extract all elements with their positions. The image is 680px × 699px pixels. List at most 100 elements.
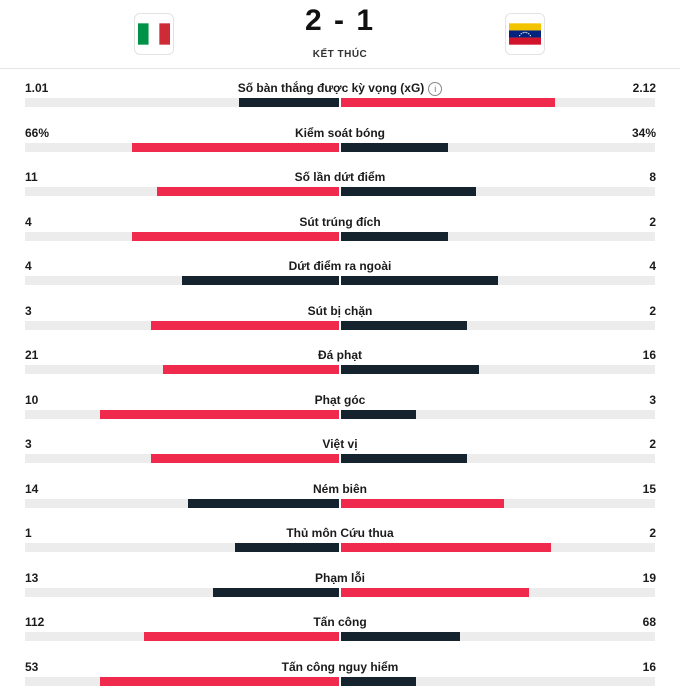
stat-home-bar-track [25, 187, 339, 196]
stat-away-value: 34% [631, 125, 656, 140]
stat-home-value: 1 [25, 526, 32, 540]
stat-home-value: 1.01 [25, 81, 49, 95]
stat-label: Ném biên [0, 482, 680, 496]
stat-home-bar [131, 231, 339, 241]
stat-home-bar [100, 409, 339, 419]
stat-row: 14 Ném biên 15 [0, 470, 680, 515]
stat-row: 21 Đá phạt 16 [0, 336, 680, 381]
stat-label: Đá phạt [0, 348, 680, 362]
stat-label: Việt vị [0, 437, 680, 451]
stat-home-value: 10 [25, 392, 39, 407]
stat-label: Số lần dứt điểm [0, 170, 680, 184]
stat-home-value: 3 [25, 303, 32, 318]
stat-away-bar-track [341, 498, 655, 508]
stat-label-text: Phạt góc [314, 392, 366, 407]
home-team-flag[interactable] [134, 13, 174, 55]
italy-flag-icon [138, 23, 170, 45]
stat-label: Tấn công nguy hiểm [0, 660, 680, 674]
stat-home-value: 3 [25, 437, 32, 451]
stat-away-value: 4 [649, 259, 656, 273]
stat-label-text: Ném biên [312, 481, 367, 496]
stat-label: Phạt góc [0, 393, 680, 407]
stat-away-value: 2 [649, 526, 656, 540]
stat-home-bar [100, 676, 339, 686]
stat-home-bar-track [25, 98, 339, 107]
stat-home-value: 21 [25, 348, 39, 362]
stat-away-bar [341, 98, 555, 107]
stat-row: 1.01 Số bàn thắng được kỳ vọng (xG) i 2.12 [0, 69, 680, 114]
stat-away-bar-track [341, 98, 655, 107]
away-team-flag[interactable] [505, 13, 545, 55]
stat-label-text: Dứt điểm ra ngoài [288, 259, 392, 273]
stat-label-text: Tấn công [313, 615, 367, 629]
stat-home-bar [163, 365, 339, 374]
stat-label-text: Kiểm soát bóng [294, 125, 385, 140]
stat-away-bar-track [341, 409, 655, 419]
stat-home-value: 14 [25, 481, 39, 496]
stat-label-text: Việt vị [322, 437, 358, 451]
stat-away-value: 2 [649, 303, 656, 318]
stat-away-bar-track [341, 587, 655, 597]
stat-away-bar-track [341, 632, 655, 641]
stat-row: 112 Tấn công 68 [0, 603, 680, 648]
stat-home-bar [150, 454, 339, 463]
stat-home-bar-track [25, 454, 339, 463]
stat-home-bar [182, 276, 339, 285]
stat-away-value: 8 [649, 170, 656, 184]
stat-away-bar [341, 187, 477, 196]
stat-label-text: Tấn công nguy hiểm [281, 659, 399, 674]
stat-away-bar-track [341, 543, 655, 552]
stat-away-value: 16 [642, 348, 656, 362]
stat-away-value: 2.12 [632, 81, 656, 95]
stat-label-text: Sút trúng đích [299, 214, 381, 229]
stat-away-bar-track [341, 276, 655, 285]
stat-away-bar [341, 498, 505, 508]
match-score: 2 - 1 [304, 4, 376, 37]
stat-away-bar-track [341, 142, 655, 152]
stat-away-bar [341, 142, 448, 152]
stat-home-bar-track [25, 276, 339, 285]
stat-home-bar [131, 142, 339, 152]
stat-home-bar [144, 632, 339, 641]
stat-away-bar [341, 454, 467, 463]
stat-home-bar-track [25, 498, 339, 508]
stat-away-bar [341, 365, 480, 374]
stat-away-bar [341, 276, 498, 285]
stat-home-bar-track [25, 365, 339, 374]
stat-away-value: 16 [642, 659, 656, 674]
stat-row: 13 Phạm lỗi 19 [0, 559, 680, 604]
stat-row: 3 Việt vị 2 [0, 425, 680, 470]
stat-label: Thủ môn Cứu thua [0, 526, 680, 540]
stats-list: 1.01 Số bàn thắng được kỳ vọng (xG) i 2.12 6… [0, 69, 680, 692]
stat-away-bar-track [341, 365, 655, 374]
stat-label-text: Phạm lỗi [314, 570, 365, 585]
match-header: 2 - 1 KẾT THÚC [0, 0, 680, 69]
stat-home-value: 66% [25, 125, 50, 140]
stat-home-bar [235, 543, 339, 552]
stat-home-value: 4 [25, 214, 32, 229]
info-icon[interactable]: i [428, 81, 443, 96]
stat-row: 53 Tấn công nguy hiểm 16 [0, 648, 680, 693]
stat-home-bar-track [25, 320, 339, 330]
stat-away-bar-track [341, 187, 655, 196]
stat-home-bar-track [25, 587, 339, 597]
stat-home-bar [188, 498, 339, 508]
stat-away-value: 2 [649, 437, 656, 451]
stat-row: 10 Phạt góc 3 [0, 381, 680, 426]
stat-label: Sút bị chặn [0, 304, 680, 318]
stat-home-bar [150, 320, 339, 330]
stat-home-value: 11 [25, 170, 38, 184]
stat-away-bar [341, 320, 467, 330]
stat-label-text: Đá phạt [317, 348, 362, 362]
stat-home-bar [238, 98, 339, 107]
stat-away-bar [341, 632, 461, 641]
stat-label-text: Thủ môn Cứu thua [286, 526, 394, 540]
stat-label: Phạm lỗi [0, 571, 680, 585]
stat-home-value: 4 [25, 259, 32, 273]
stat-label: Tấn công [0, 615, 680, 629]
match-status: KẾT THÚC [312, 49, 368, 60]
stat-home-bar-track [25, 676, 339, 686]
stat-row: 4 Dứt điểm ra ngoài 4 [0, 247, 680, 292]
stat-label: Kiểm soát bóng [0, 126, 680, 140]
stat-label-text: Sút bị chặn [307, 303, 373, 318]
